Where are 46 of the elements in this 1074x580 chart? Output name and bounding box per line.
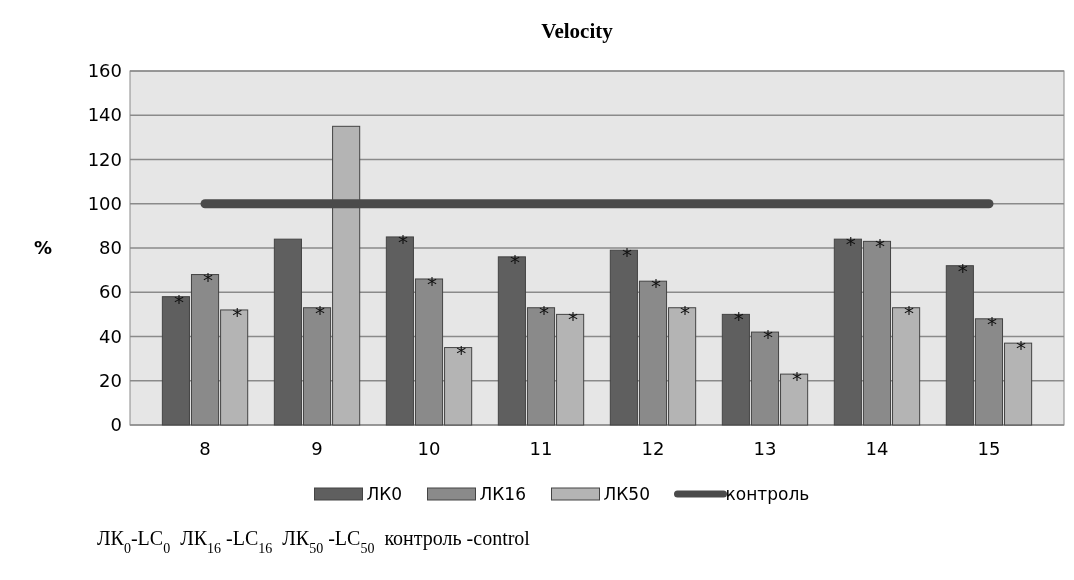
y-tick-label: 160 [87,60,122,81]
data-label: * [315,300,326,325]
y-tick-label: 60 [99,281,122,303]
data-label: * [173,289,184,314]
x-tick-label: 12 [641,438,665,459]
y-axis-title: % [34,237,53,258]
data-label: * [792,367,803,392]
data-label: * [456,340,467,365]
y-tick-label: 20 [99,369,122,391]
legend-label: контроль [725,484,810,504]
x-tick-label: 10 [417,438,441,459]
data-label: * [733,307,744,332]
x-tick-label: 14 [865,438,889,459]
x-tick-label: 11 [529,438,553,459]
legend-label: ЛК16 [479,484,526,504]
data-label: * [904,300,915,325]
data-label: * [1016,336,1027,361]
data-label: * [509,249,520,274]
data-label: * [397,229,408,254]
y-tick-label: 40 [99,325,122,347]
legend-label: ЛК50 [603,484,650,504]
data-label: * [762,325,773,350]
y-tick-label: 0 [110,414,122,435]
y-tick-label: 100 [87,192,122,214]
data-label: * [957,258,968,283]
data-label: * [651,274,661,299]
data-label: * [232,302,243,327]
data-label: * [427,271,438,296]
data-label: * [621,243,632,268]
legend-label: ЛК0 [366,484,403,504]
y-tick-label: 80 [99,237,122,258]
data-label: * [874,234,885,259]
data-label: * [539,300,549,325]
text: ЛК$_{0}$-LC$_{0}$ ЛК$_{16}$ -LC$_{16}$ ЛК$_{50}$ -LC$_{50}$ контроль -control [97,527,530,556]
data-label: * [680,300,691,325]
data-label: * [568,307,579,332]
x-tick-label: 8 [199,438,211,459]
chart-title: Velocity [541,19,614,43]
x-tick-label: 9 [311,438,323,459]
x-tick-label: 13 [753,438,777,459]
y-tick-label: 120 [87,148,122,170]
y-tick-label: 140 [87,104,122,126]
data-label: * [986,311,997,336]
x-tick-label: 15 [977,438,1001,459]
data-label: * [203,267,214,292]
data-label: * [845,232,856,257]
